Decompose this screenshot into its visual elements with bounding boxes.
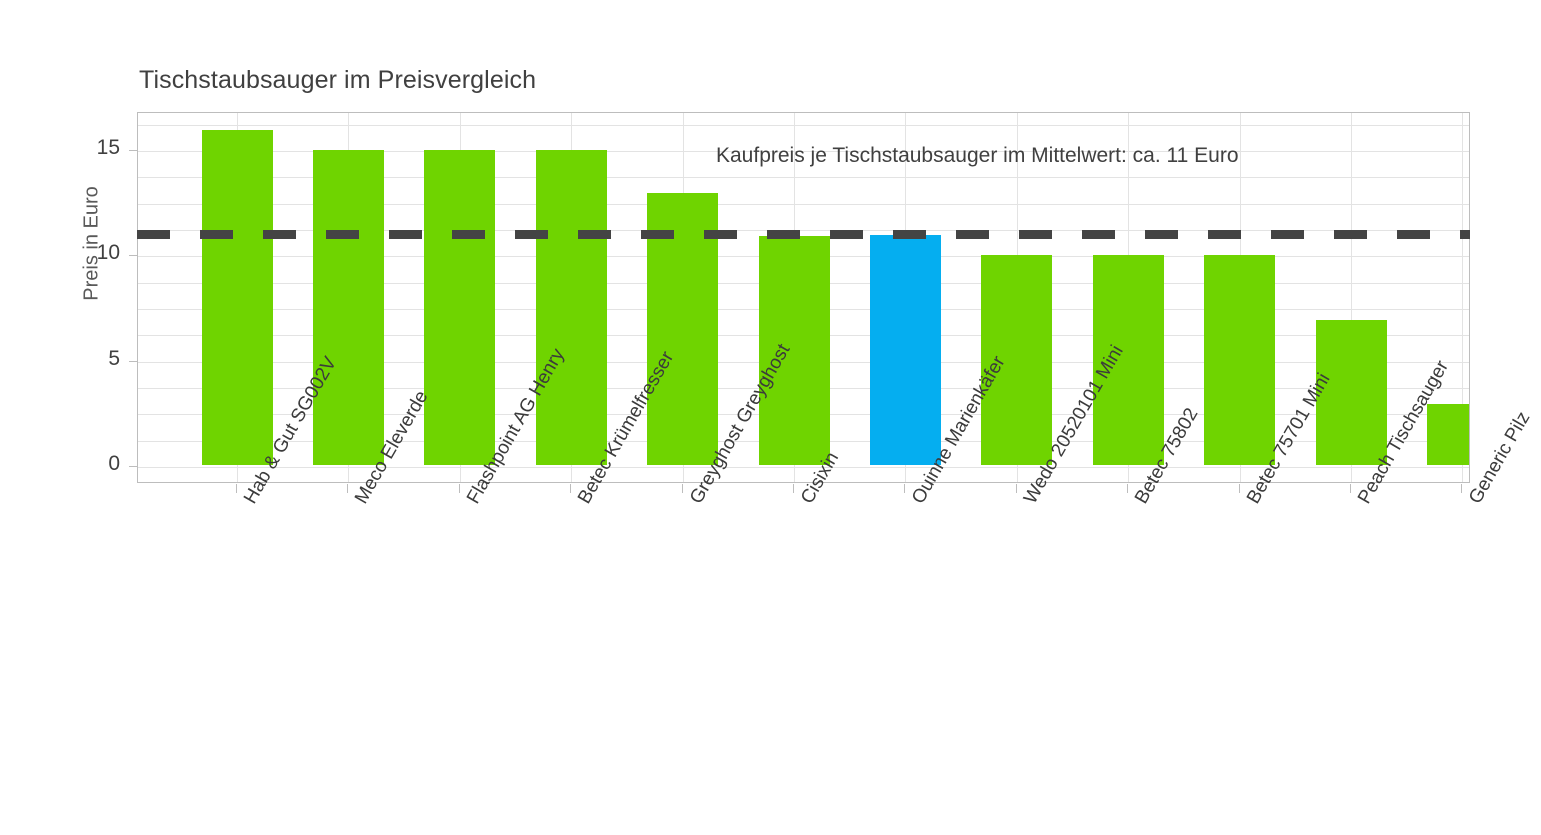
bar-highlighted[interactable] (869, 235, 941, 465)
gridline-horizontal (138, 467, 1469, 468)
x-tick-mark (1127, 484, 1129, 493)
x-tick-mark (793, 484, 794, 493)
bar[interactable] (981, 255, 1053, 465)
gridline-horizontal (138, 177, 1469, 179)
y-tick-label: 5 (108, 346, 120, 370)
mean-annotation-label: Kaufpreis je Tischstaubsauger im Mittelw… (716, 144, 1239, 167)
gridline-vertical (1351, 113, 1352, 482)
gridline-horizontal (138, 124, 1469, 126)
x-tick-mark (347, 484, 349, 493)
x-tick-label: Generic Pilz (1465, 408, 1535, 508)
bar[interactable] (312, 150, 384, 465)
bar[interactable] (535, 150, 607, 465)
bar[interactable] (1092, 255, 1164, 465)
y-tick-mark (129, 255, 137, 257)
bar[interactable] (424, 150, 496, 465)
y-tick-label: 10 (96, 241, 120, 265)
chart-title: Tischstaubsauger im Preisvergleich (139, 66, 537, 94)
x-tick-mark (458, 484, 460, 493)
x-tick-mark (1350, 484, 1351, 493)
x-tick-mark (236, 484, 237, 493)
x-tick-mark (904, 484, 906, 493)
gridline-horizontal (138, 203, 1469, 205)
x-tick-mark (1015, 484, 1017, 493)
y-tick-mark (129, 150, 137, 151)
bar[interactable] (1315, 319, 1387, 465)
y-tick-mark (129, 360, 137, 362)
bar[interactable] (1204, 255, 1276, 465)
y-tick-label: 0 (108, 452, 120, 475)
x-tick-mark (1461, 484, 1463, 493)
x-tick-mark (570, 484, 572, 493)
bar[interactable] (758, 236, 830, 465)
plot-area (137, 112, 1470, 483)
mean-reference-line (137, 230, 1470, 240)
y-tick-mark (129, 466, 137, 467)
bar[interactable] (1426, 403, 1469, 465)
x-tick-mark (681, 484, 683, 493)
x-tick-mark (1238, 484, 1240, 493)
mean-reference-line-dashes (137, 230, 1470, 240)
y-tick-label: 15 (96, 136, 120, 159)
gridline-horizontal (138, 151, 1469, 152)
gridline-vertical (1462, 113, 1464, 482)
bar[interactable] (201, 130, 273, 465)
